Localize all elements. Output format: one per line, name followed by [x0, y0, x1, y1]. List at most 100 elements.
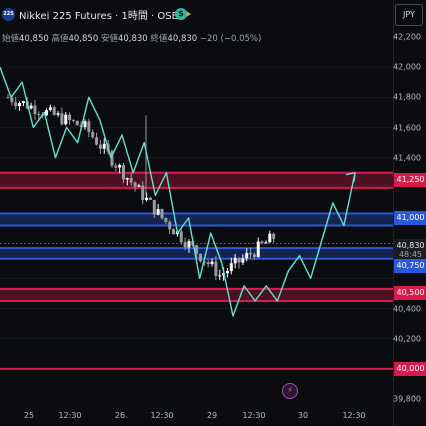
candle-body	[75, 120, 79, 126]
candle-body	[156, 208, 160, 215]
candle-body	[249, 252, 253, 255]
candle-body	[14, 102, 18, 107]
candle-body	[187, 241, 191, 248]
candle-body	[133, 182, 137, 187]
candle-body	[245, 252, 249, 259]
price-tick: 39,800	[393, 394, 421, 404]
price-axis[interactable]: 42,200 42,000 41,800 41,600 41,400 40,400 40,2…	[393, 0, 426, 426]
time-tick: 25	[23, 411, 35, 420]
time-tick: 12:30	[242, 411, 266, 420]
candle-body	[68, 114, 72, 121]
candle-body	[95, 137, 99, 145]
candle-body	[141, 185, 145, 201]
change-value: −20 (−0.05%)	[199, 34, 262, 44]
candle-body	[18, 103, 22, 107]
candle-body	[214, 261, 218, 276]
candle-body	[164, 218, 168, 222]
time-tick: 30	[297, 411, 309, 420]
candle-body	[98, 144, 102, 149]
blue-zone-bottom-label: 40,750	[394, 258, 426, 273]
candle-body	[148, 197, 152, 200]
candle-body	[183, 242, 187, 248]
time-tick: 29	[206, 411, 218, 420]
price-tick: 41,800	[393, 92, 421, 102]
price-tick: 41,400	[393, 153, 421, 163]
candle-body	[264, 242, 268, 244]
candle-body	[152, 199, 156, 215]
candle-body	[21, 101, 25, 104]
lightning-icon[interactable]: ⚡	[282, 383, 298, 399]
candle-body	[33, 105, 37, 114]
candle-body	[137, 185, 141, 187]
close-value: 40,830	[167, 34, 198, 44]
candle-body	[114, 165, 118, 168]
candle-body	[125, 178, 129, 180]
candle-body	[29, 105, 33, 109]
candle-body	[10, 97, 14, 103]
currency-button[interactable]: JPY	[395, 4, 423, 26]
time-tick: 12:30	[58, 411, 82, 420]
candle-body	[52, 107, 56, 115]
dollar-icon[interactable]: $	[175, 8, 187, 20]
candle-body	[118, 165, 122, 168]
low-label: 安値	[100, 34, 118, 44]
candle-body	[122, 165, 125, 180]
candle-body	[268, 233, 272, 243]
candle-body	[64, 114, 68, 125]
projection-path	[0, 66, 356, 317]
candle-body	[272, 233, 276, 239]
open-label: 始値	[2, 34, 20, 44]
candle-body	[218, 275, 222, 277]
symbol-title[interactable]: Nikkei 225 Futures · 1時間 · OSE	[19, 10, 178, 22]
candle-body	[172, 229, 176, 235]
candle-body	[48, 107, 52, 111]
candle-body	[6, 97, 10, 99]
candle-body	[199, 253, 202, 262]
price-chart[interactable]	[0, 0, 393, 426]
candle-body	[71, 120, 75, 122]
candle-body	[45, 110, 48, 116]
open-value: 40,850	[19, 34, 49, 44]
price-tick: 42,200	[393, 32, 421, 42]
candle-body	[179, 231, 183, 243]
candle-body	[260, 241, 264, 244]
candle-body	[145, 197, 149, 201]
candle-body	[110, 151, 114, 166]
ohlc-readout: 始値40,850 高値40,850 安値40,830 終値40,830 −20 …	[2, 32, 261, 44]
candle-body	[87, 121, 91, 133]
candle-body	[160, 208, 164, 219]
support-price-label: 40,500	[394, 286, 426, 301]
nikkei-logo-icon: 225	[2, 7, 15, 21]
price-tick: 42,000	[393, 62, 421, 72]
projection-arrowhead	[345, 171, 356, 182]
candle-body	[241, 258, 245, 263]
candle-body	[102, 143, 106, 149]
candle-body	[91, 132, 95, 138]
level-40000-label: 40,000	[394, 361, 426, 376]
candle-body	[229, 263, 233, 272]
candle-body	[252, 254, 256, 257]
candle-body	[60, 113, 64, 125]
support-zone	[0, 288, 393, 301]
symbol-header[interactable]: 225 Nikkei 225 Futures · 1時間 · OSE	[2, 6, 191, 22]
bar-countdown: 48:45	[398, 249, 423, 259]
candle-body	[56, 113, 60, 115]
price-tick: 40,400	[393, 304, 421, 313]
time-axis[interactable]: 25 12:30 26 12:30 29 12:30 30 12:30	[0, 406, 393, 426]
high-label: 高値	[51, 34, 69, 44]
low-value: 40,830	[117, 34, 148, 44]
candle-body	[37, 113, 41, 115]
time-tick: 12:30	[342, 411, 366, 420]
candle-body	[210, 261, 214, 265]
candle-body	[237, 257, 241, 263]
close-label: 終値	[150, 34, 168, 44]
high-value: 40,850	[68, 34, 99, 44]
price-tick: 41,600	[393, 123, 421, 132]
candle-body	[129, 178, 133, 183]
blue-zone	[0, 213, 393, 226]
candle-body	[195, 245, 199, 254]
resistance-zone	[0, 172, 393, 188]
candle-body	[233, 257, 237, 264]
candle-body	[225, 271, 229, 274]
candle-body	[206, 262, 210, 265]
